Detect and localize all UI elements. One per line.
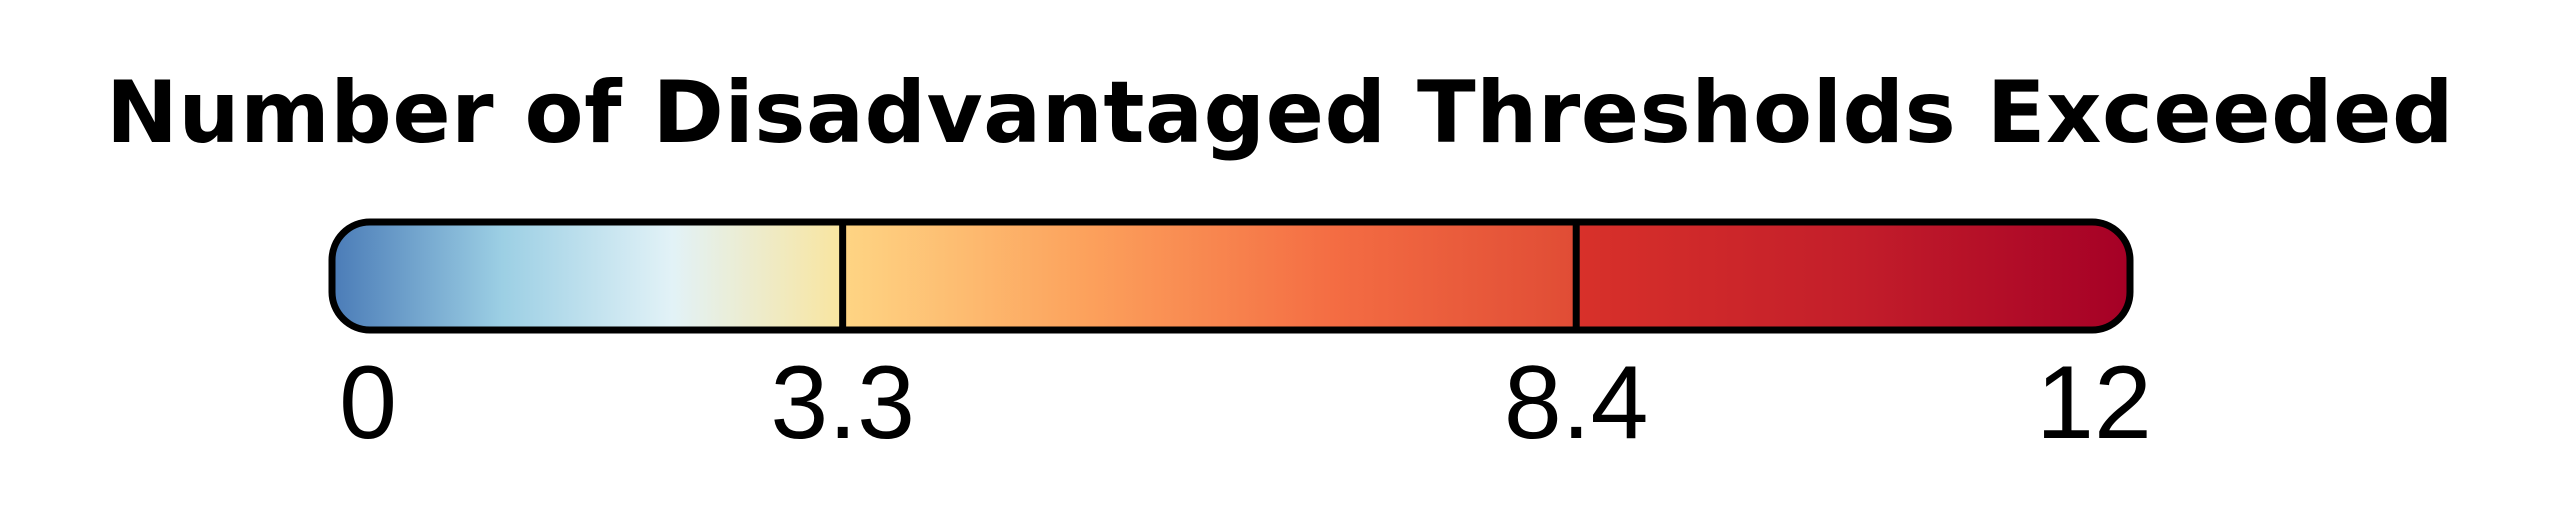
colorbar-segment: [332, 222, 843, 330]
tick-label: 0: [339, 345, 397, 461]
colorbar-segment: [842, 222, 1577, 330]
colorbar-outline: [328, 218, 2134, 334]
tick-label: 3.3: [770, 345, 915, 461]
colorbar-segment: [1576, 222, 2130, 330]
tick-label: 12: [2036, 345, 2152, 461]
tick-label: 8.4: [1503, 345, 1649, 461]
legend-title: Number of Disadvantaged Thresholds Excee…: [105, 63, 2455, 163]
